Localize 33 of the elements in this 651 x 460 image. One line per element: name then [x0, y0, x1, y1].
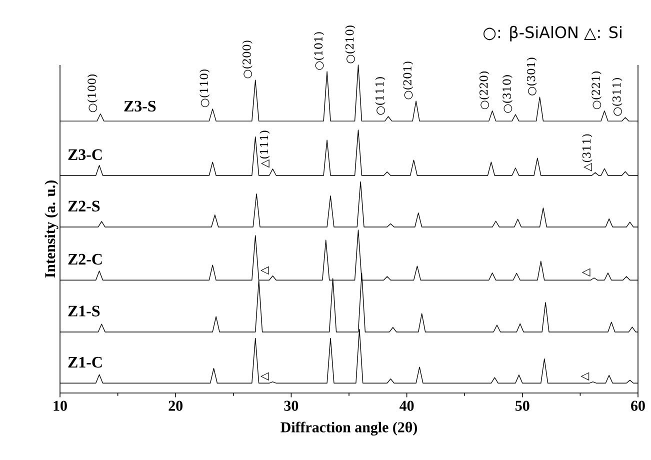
series-label: Z2-S [68, 200, 100, 212]
annotation: ○(110) [200, 70, 210, 108]
x-tick-label: 40 [400, 400, 414, 411]
annotation: ○(111) [375, 77, 386, 115]
annotation: ○(311) [612, 78, 622, 116]
annotation: ○(310) [502, 75, 512, 113]
annotation: ○(210) [345, 26, 356, 64]
series-label: Z2-C [68, 254, 102, 265]
annotation: ○(201) [403, 62, 414, 100]
annotation: △(311) [582, 134, 592, 172]
annotation: ○(200) [242, 40, 252, 78]
text: ○: β-SiAlON △: Si [483, 26, 622, 42]
y-axis-title: Intensity (a. u.) [44, 180, 58, 278]
annotation: ○(301) [526, 58, 537, 96]
series-label: Z3-C [68, 149, 102, 160]
annotation: △ [580, 372, 590, 381]
annotation: △ [260, 266, 269, 275]
annotation: ○(220) [479, 72, 490, 110]
x-tick-label: 10 [54, 400, 67, 411]
annotation: △(111) [260, 130, 270, 168]
x-axis-title: Diffraction angle (2θ) [280, 422, 417, 436]
series-label: Z1-C [68, 356, 102, 368]
annotation: △ [260, 372, 269, 381]
x-tick-label: 50 [516, 400, 530, 411]
annotation: △ [582, 268, 590, 277]
annotation: ○(100) [87, 74, 98, 112]
x-tick-label: 30 [284, 400, 298, 411]
annotation: ○(221) [591, 72, 602, 110]
series-label: Z3-S [124, 100, 156, 112]
x-tick-label: 20 [168, 400, 183, 411]
annotation: ○(101) [314, 32, 324, 70]
series-label: Z1-S [68, 306, 100, 316]
x-tick-label: 60 [631, 400, 645, 411]
